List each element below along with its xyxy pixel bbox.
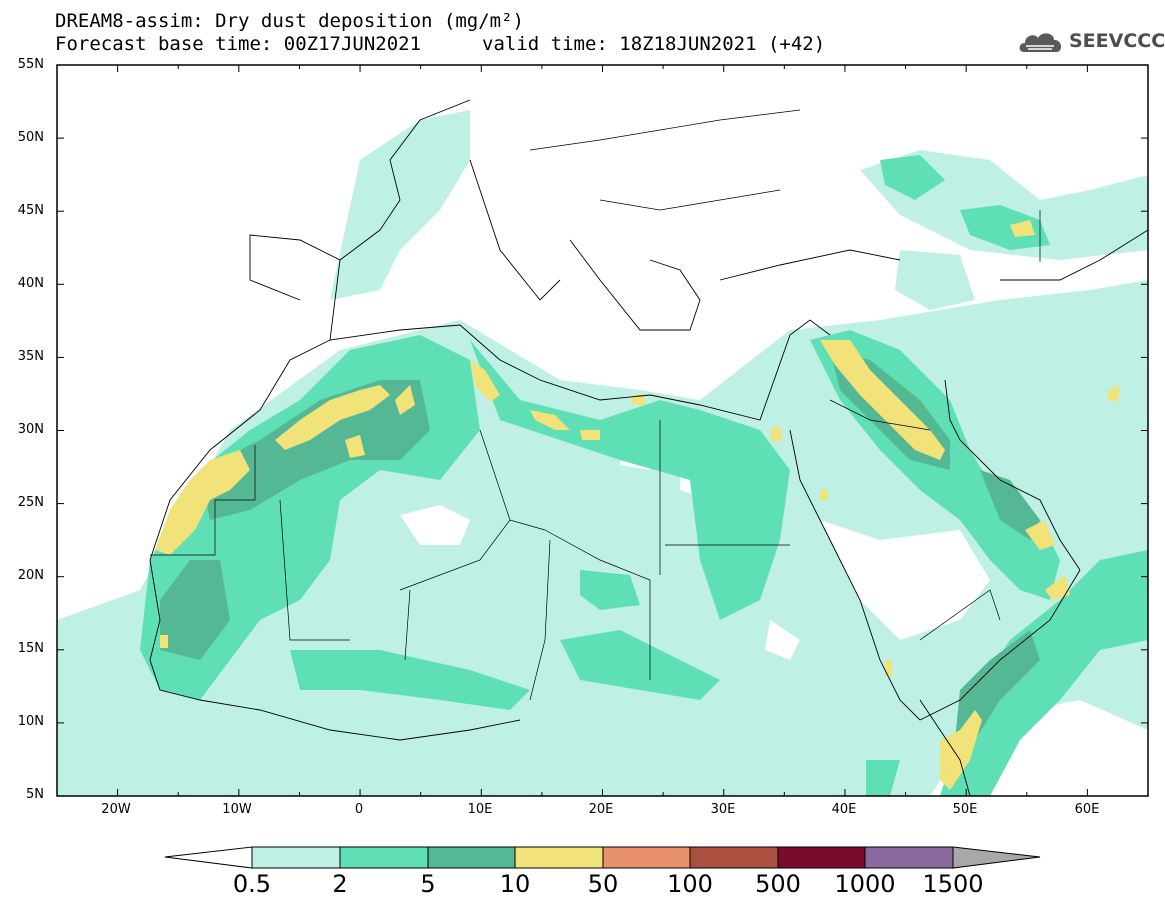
colorbar-box-7 <box>778 847 865 868</box>
lat-label: 15N <box>17 641 44 656</box>
country-borders <box>150 109 1041 701</box>
lon-label: 20E <box>588 802 614 817</box>
lon-label: 50E <box>952 802 978 817</box>
colorbar-label: 10 <box>499 870 531 898</box>
lat-label: 55N <box>17 57 44 72</box>
lon-label: 10W <box>222 802 252 817</box>
colorbar-box-1 <box>252 847 340 868</box>
colorbar <box>164 846 1041 869</box>
colorbar-label: 100 <box>667 870 713 898</box>
lon-label: 20W <box>101 802 131 817</box>
lon-label: 60E <box>1074 802 1100 817</box>
colorbar-label: 1500 <box>922 870 984 898</box>
lat-label: 10N <box>17 714 44 729</box>
lon-label: 10E <box>467 802 493 817</box>
cloud-logo-icon <box>1019 33 1062 52</box>
colorbar-box-8 <box>865 847 953 868</box>
lat-label: 30N <box>17 422 44 437</box>
lon-label: 40E <box>831 802 857 817</box>
colorbar-box-3 <box>428 847 515 868</box>
colorbar-label: 500 <box>755 870 801 898</box>
colorbar-box-5 <box>603 847 690 868</box>
lat-label: 5N <box>26 787 44 802</box>
colorbar-label: 5 <box>420 870 436 898</box>
lon-label: 0 <box>354 802 364 817</box>
coastlines <box>149 99 1148 796</box>
lon-label: 30E <box>710 802 736 817</box>
colorbar-box-2 <box>340 847 428 868</box>
colorbar-label: 1000 <box>834 870 896 898</box>
colorbar-high-arrow <box>952 846 1041 869</box>
lat-label: 50N <box>17 130 44 145</box>
lat-label: 20N <box>17 568 44 583</box>
dust-deposition-field <box>57 110 1148 796</box>
colorbar-box-4 <box>515 847 603 868</box>
colorbar-label: 0.5 <box>232 870 272 898</box>
valid-time: valid time: 18Z18JUN2021 (+42) <box>482 33 826 55</box>
lat-label: 45N <box>17 203 44 218</box>
logo-text: SEEVCCC <box>1069 30 1165 52</box>
lat-label: 35N <box>17 349 44 364</box>
colorbar-label: 2 <box>332 870 348 898</box>
title-line-1: DREAM8-assim: Dry dust deposition (mg/m²… <box>55 10 524 32</box>
lat-label: 25N <box>17 495 44 510</box>
seevccc-logo: SEEVCCC <box>1016 26 1165 58</box>
colorbar-low-arrow <box>164 846 253 869</box>
title-line-2: Forecast base time: 00Z17JUN2021 <box>55 33 422 55</box>
colorbar-label: 50 <box>587 870 619 898</box>
colorbar-box-6 <box>690 847 778 868</box>
axis-tickmarks <box>56 64 1149 797</box>
lat-label: 40N <box>17 276 44 291</box>
